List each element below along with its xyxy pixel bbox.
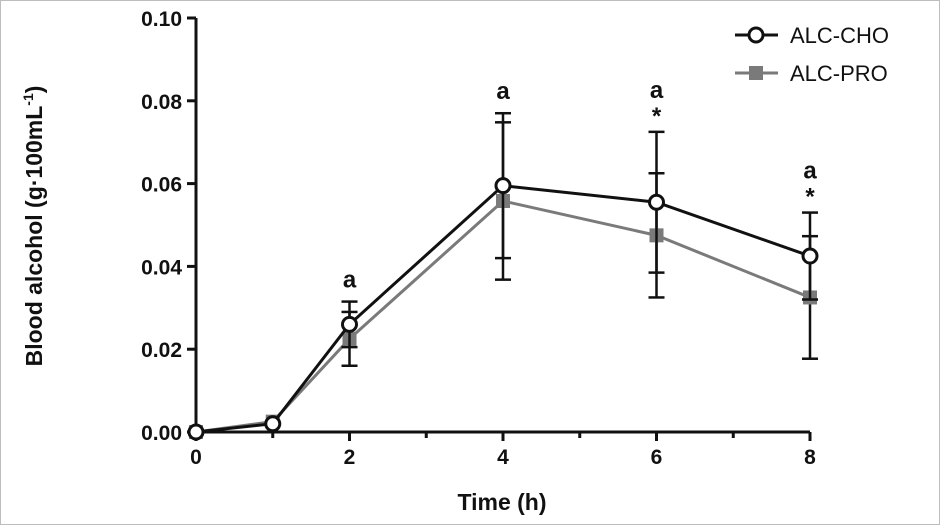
- data-point: [801, 247, 819, 265]
- y-tick-label: 0.08: [141, 91, 182, 114]
- legend: ALC-CHO ALC-PRO: [735, 23, 889, 86]
- y-axis-label: Blood alcohol (g·100mL-1): [20, 86, 47, 367]
- axes: 0.00 0.02 0.04 0.06 0.08 0.10 0 2 4 6 8: [141, 8, 816, 469]
- significance-letter: a: [650, 77, 664, 104]
- y-tick-label: 0.00: [141, 422, 182, 445]
- data-point: [264, 415, 282, 433]
- y-tick-label: 0.04: [141, 256, 182, 279]
- legend-label: ALC-PRO: [790, 61, 888, 86]
- series-layer: [187, 111, 819, 441]
- series-alc-cho: [187, 111, 819, 441]
- y-tick-label: 0.10: [141, 8, 182, 31]
- data-point: [494, 177, 512, 195]
- y-tick-label: 0.06: [141, 174, 182, 197]
- x-tick-label: 6: [651, 446, 663, 469]
- x-tick-label: 2: [344, 446, 356, 469]
- legend-marker: [747, 26, 765, 44]
- data-point: [341, 315, 358, 333]
- significance-asterisk: *: [805, 184, 815, 211]
- y-axis-label-superscript: -1: [20, 93, 36, 106]
- x-tick-label: 0: [190, 446, 202, 469]
- legend-label: ALC-CHO: [790, 23, 889, 48]
- series-line: [195, 184, 811, 434]
- x-axis-label: Time (h): [457, 489, 546, 515]
- significance-letter: a: [496, 78, 510, 105]
- y-tick-label: 0.02: [141, 339, 182, 362]
- y-axis-label-main: Blood alcohol (g·100mL: [21, 106, 47, 367]
- series-line: [195, 199, 811, 434]
- y-axis-label-close: ): [21, 86, 47, 94]
- significance-letter: a: [343, 267, 357, 294]
- x-tick-label: 8: [804, 446, 816, 469]
- significance-letter: a: [803, 158, 817, 185]
- significance-asterisk: *: [652, 103, 662, 130]
- data-point: [187, 423, 205, 441]
- x-tick-label: 4: [497, 446, 509, 469]
- data-point: [648, 193, 665, 211]
- annotation-layer: aa a*a*: [343, 77, 818, 294]
- legend-marker: [749, 66, 763, 80]
